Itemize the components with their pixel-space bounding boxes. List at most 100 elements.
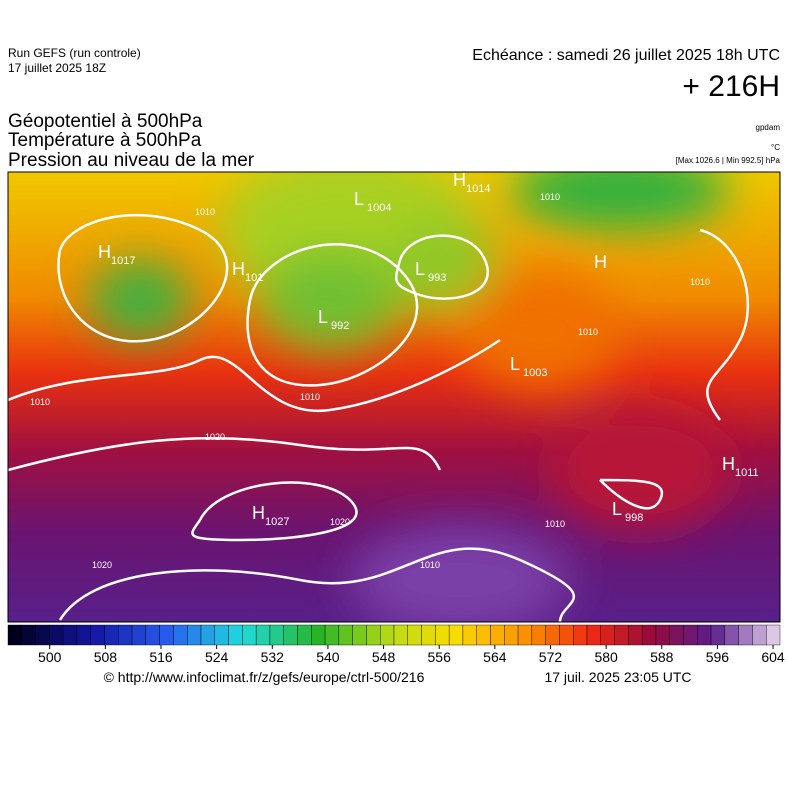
colorbar-tick-label: 556 (428, 649, 452, 665)
center-letter: H (98, 242, 111, 262)
colorbar-tick-label: 604 (761, 649, 785, 665)
temperature-field (90, 172, 730, 622)
colorbar-swatch (297, 624, 312, 646)
isobar-label: 1010 (195, 207, 215, 217)
colorbar-swatch (435, 624, 450, 646)
colorbar-swatch (683, 624, 698, 646)
colorbar-tick-label: 572 (539, 649, 563, 665)
colorbar-swatch (407, 624, 422, 646)
map-frame (7, 171, 781, 623)
colorbar-swatch (352, 624, 367, 646)
colorbar-tick-label: 548 (372, 649, 396, 665)
isobar (57, 213, 229, 343)
center-letter: L (415, 259, 425, 279)
center-value: 1003 (523, 367, 547, 379)
center-value: 1027 (265, 516, 289, 528)
center-letter: L (318, 307, 328, 327)
colorbar-swatch (504, 624, 519, 646)
isobar-label: 1010 (545, 519, 565, 529)
colorbar-swatch (131, 624, 147, 646)
isobar (599, 478, 664, 510)
center-letter: H (232, 259, 245, 279)
colorbar-swatch (49, 624, 64, 646)
colorbar-swatch (641, 624, 657, 646)
title-line: Géopotentiel à 500hPa (8, 111, 203, 132)
isobar-label: 1020 (330, 517, 350, 527)
colorbar-swatch (476, 624, 491, 646)
isobar (8, 338, 501, 413)
colorbar-swatch (7, 624, 22, 646)
colorbar-swatch (531, 624, 546, 646)
colorbar-swatch (766, 624, 781, 646)
isobar-label: 1020 (205, 432, 225, 442)
colorbar-swatch (393, 624, 408, 646)
colorbar-swatch (21, 624, 36, 646)
colorbar-tick-label: 524 (205, 649, 229, 665)
colorbar-swatch (614, 624, 629, 646)
colorbar-tick-label: 532 (261, 649, 285, 665)
colorbar-tick-label: 564 (483, 649, 507, 665)
colorbar-swatch (669, 624, 684, 646)
isobar (191, 481, 358, 542)
colorbar-swatch (366, 624, 381, 646)
center-value: 1014 (466, 183, 490, 195)
center-letter: L (354, 189, 364, 209)
colorbar-swatch (104, 624, 119, 646)
colorbar-tick-label: 500 (38, 649, 62, 665)
isobar-label: 1010 (690, 277, 710, 287)
colorbar-swatch (380, 624, 395, 646)
colorbar-tick-label: 540 (316, 649, 340, 665)
colorbar-tick-label: 596 (706, 649, 730, 665)
colorbar-swatch (76, 624, 91, 646)
colorbar-swatch (600, 624, 615, 646)
isobar-label: 1010 (420, 560, 440, 570)
colorbar-swatch (517, 624, 533, 646)
colorbar: 500 508 516 524 532 540 548 556 564 572 580 588 596 6… (7, 624, 785, 665)
colorbar-swatch (214, 624, 229, 646)
lead-time: + 216H (682, 70, 780, 103)
colorbar-swatch (628, 624, 643, 646)
center-letter: L (612, 499, 622, 519)
unit-label: [Max 1026.6 | Min 992.5] hPa (676, 156, 781, 165)
colorbar-swatch (545, 624, 560, 646)
colorbar-swatch (118, 624, 133, 646)
colorbar-tick-label: 516 (149, 649, 173, 665)
isobar (394, 234, 489, 300)
colorbar-swatch (187, 624, 202, 646)
colorbar-swatch (586, 624, 601, 646)
colorbar-swatch (421, 624, 436, 646)
center-letter: H (594, 252, 607, 272)
isobar-label: 1020 (92, 560, 112, 570)
center-value: 1004 (367, 202, 391, 214)
isobar (58, 547, 575, 622)
center-letter: L (510, 354, 520, 374)
colorbar-tick-label: 580 (594, 649, 618, 665)
isobar-label: 1010 (540, 192, 560, 202)
center-letter: H (252, 503, 265, 523)
isobar (246, 243, 419, 387)
isobar (699, 228, 749, 421)
isobar-label: 1010 (300, 392, 320, 402)
colorbar-swatch (159, 624, 174, 646)
colorbar-swatch (145, 624, 160, 646)
colorbar-swatch (255, 624, 271, 646)
colorbar-swatch (90, 624, 105, 646)
colorbar-swatch (655, 624, 670, 646)
unit-label: °C (771, 143, 780, 152)
title-line: Pression au niveau de la mer (8, 150, 255, 171)
colorbar-swatch (242, 624, 257, 646)
source-url: © http://www.infoclimat.fr/z/gefs/europe… (104, 669, 425, 685)
colorbar-swatch (752, 624, 767, 646)
colorbar-swatch (62, 624, 78, 646)
colorbar-swatch (269, 624, 284, 646)
center-value: 1017 (111, 255, 135, 267)
colorbar-swatch (228, 624, 243, 646)
center-letter: H (722, 454, 735, 474)
run-label: Run GEFS (run controle) (8, 46, 141, 60)
isobar-label: 1010 (578, 327, 598, 337)
center-value: 993 (428, 272, 446, 284)
colorbar-swatch (35, 624, 50, 646)
center-letter: H (453, 170, 466, 190)
colorbar-swatch (324, 624, 340, 646)
